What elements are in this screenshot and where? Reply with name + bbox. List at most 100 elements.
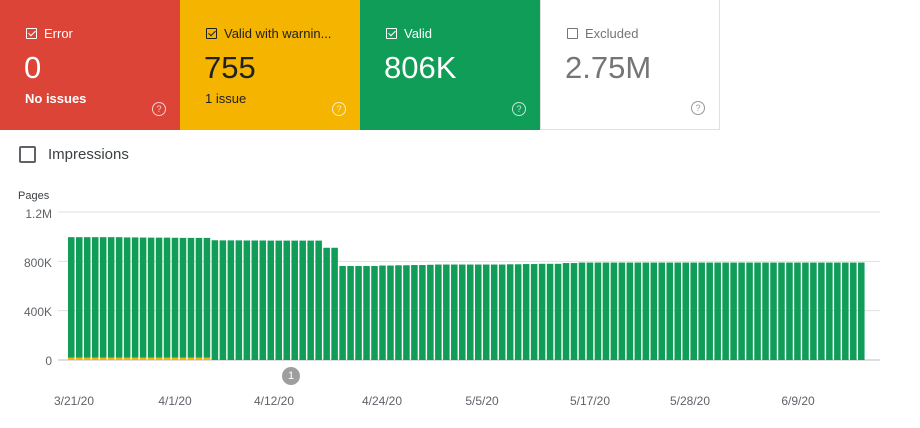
valid-bar bbox=[339, 266, 346, 360]
warning-card-header: Valid with warnin... bbox=[206, 26, 331, 41]
valid-bar bbox=[578, 262, 586, 360]
valid-bar bbox=[187, 237, 195, 358]
impressions-toggle[interactable]: Impressions bbox=[19, 146, 129, 163]
valid-checkbox[interactable] bbox=[386, 28, 397, 39]
valid-bar bbox=[75, 237, 83, 358]
valid-bar bbox=[546, 263, 554, 360]
error-card[interactable]: Error 0 No issues ? bbox=[0, 0, 180, 130]
valid-bar bbox=[482, 264, 490, 360]
warning-bar bbox=[99, 357, 107, 360]
valid-bar bbox=[403, 265, 410, 360]
valid-bar bbox=[299, 240, 306, 360]
valid-bar bbox=[754, 262, 761, 360]
valid-bar bbox=[738, 262, 745, 360]
valid-card-header: Valid bbox=[386, 26, 432, 41]
valid-count: 806K bbox=[384, 50, 457, 85]
valid-bar bbox=[203, 237, 211, 358]
valid-bar bbox=[235, 240, 243, 360]
valid-bar bbox=[554, 263, 562, 360]
valid-bar bbox=[211, 240, 219, 360]
valid-bar bbox=[251, 240, 259, 360]
x-tick-label: 4/12/20 bbox=[253, 394, 295, 408]
valid-bar bbox=[371, 266, 378, 360]
valid-bar bbox=[147, 237, 155, 358]
valid-bar bbox=[722, 262, 729, 360]
warning-bar bbox=[179, 357, 187, 360]
warning-bar bbox=[195, 357, 203, 360]
warning-checkbox[interactable] bbox=[206, 28, 217, 39]
valid-bar bbox=[818, 262, 825, 360]
impressions-checkbox[interactable] bbox=[19, 146, 36, 163]
valid-bar bbox=[411, 265, 418, 360]
valid-bar bbox=[794, 262, 801, 360]
valid-bar bbox=[355, 266, 362, 360]
excluded-card-header: Excluded bbox=[567, 26, 638, 41]
valid-bar bbox=[419, 265, 426, 360]
warning-bar bbox=[83, 357, 91, 360]
valid-bar bbox=[778, 262, 785, 360]
help-icon[interactable]: ? bbox=[691, 101, 705, 115]
valid-bar bbox=[179, 237, 187, 358]
valid-bar bbox=[730, 262, 737, 360]
y-tick-label: 400K bbox=[23, 305, 52, 319]
valid-bar bbox=[379, 265, 386, 360]
annotation-marker[interactable]: 1 bbox=[282, 367, 300, 385]
valid-bar bbox=[626, 262, 634, 360]
valid-bar bbox=[267, 240, 275, 360]
valid-bar bbox=[802, 262, 809, 360]
valid-bar bbox=[243, 240, 251, 360]
y-axis-title: Pages bbox=[18, 190, 50, 202]
impressions-label: Impressions bbox=[48, 146, 129, 163]
valid-bar bbox=[650, 262, 658, 360]
valid-bar bbox=[786, 262, 793, 360]
valid-bar bbox=[618, 262, 626, 360]
valid-bar bbox=[259, 240, 267, 360]
x-tick-label: 5/17/20 bbox=[569, 394, 611, 408]
excluded-checkbox[interactable] bbox=[567, 28, 578, 39]
valid-card[interactable]: Valid 806K ? bbox=[360, 0, 540, 130]
valid-bar bbox=[387, 265, 394, 360]
y-tick-label: 0 bbox=[45, 354, 52, 368]
x-tick-label: 4/1/20 bbox=[158, 394, 192, 408]
valid-bar bbox=[131, 237, 139, 358]
valid-bar bbox=[666, 262, 674, 360]
help-icon[interactable]: ? bbox=[152, 102, 166, 116]
valid-bar bbox=[91, 237, 99, 358]
valid-bar bbox=[227, 240, 235, 360]
y-tick-label: 1.2M bbox=[25, 207, 52, 221]
x-tick-label: 5/28/20 bbox=[669, 394, 711, 408]
valid-bar bbox=[219, 240, 227, 360]
valid-bar bbox=[451, 264, 458, 360]
warning-count: 755 bbox=[204, 50, 256, 85]
valid-bar bbox=[586, 262, 594, 360]
valid-bar bbox=[706, 262, 713, 360]
status-cards: Error 0 No issues ? Valid with warnin...… bbox=[0, 0, 722, 130]
valid-bar bbox=[762, 262, 769, 360]
valid-bar bbox=[842, 262, 849, 360]
valid-bar bbox=[690, 262, 697, 360]
error-checkbox[interactable] bbox=[26, 28, 37, 39]
valid-bar bbox=[459, 264, 466, 360]
warning-bar bbox=[68, 357, 75, 360]
valid-bar bbox=[698, 262, 705, 360]
help-icon[interactable]: ? bbox=[512, 102, 526, 116]
valid-bar bbox=[291, 240, 298, 360]
warning-bar bbox=[171, 357, 179, 360]
valid-bar bbox=[770, 262, 777, 360]
valid-bar bbox=[562, 263, 570, 360]
valid-bar bbox=[307, 240, 314, 360]
warning-bar bbox=[147, 357, 155, 360]
valid-bar bbox=[443, 264, 450, 360]
valid-bar bbox=[347, 266, 354, 360]
valid-bar bbox=[323, 247, 330, 360]
x-tick-label: 5/5/20 bbox=[465, 394, 499, 408]
valid-bar bbox=[522, 264, 530, 360]
excluded-card[interactable]: Excluded 2.75M ? bbox=[540, 0, 720, 130]
valid-bar bbox=[275, 240, 283, 360]
valid-bar bbox=[506, 264, 514, 360]
help-icon[interactable]: ? bbox=[332, 102, 346, 116]
valid-bar bbox=[435, 264, 442, 360]
error-subtext: No issues bbox=[25, 91, 87, 106]
x-tick-label: 6/9/20 bbox=[781, 394, 815, 408]
warning-card[interactable]: Valid with warnin... 755 1 issue ? bbox=[180, 0, 360, 130]
